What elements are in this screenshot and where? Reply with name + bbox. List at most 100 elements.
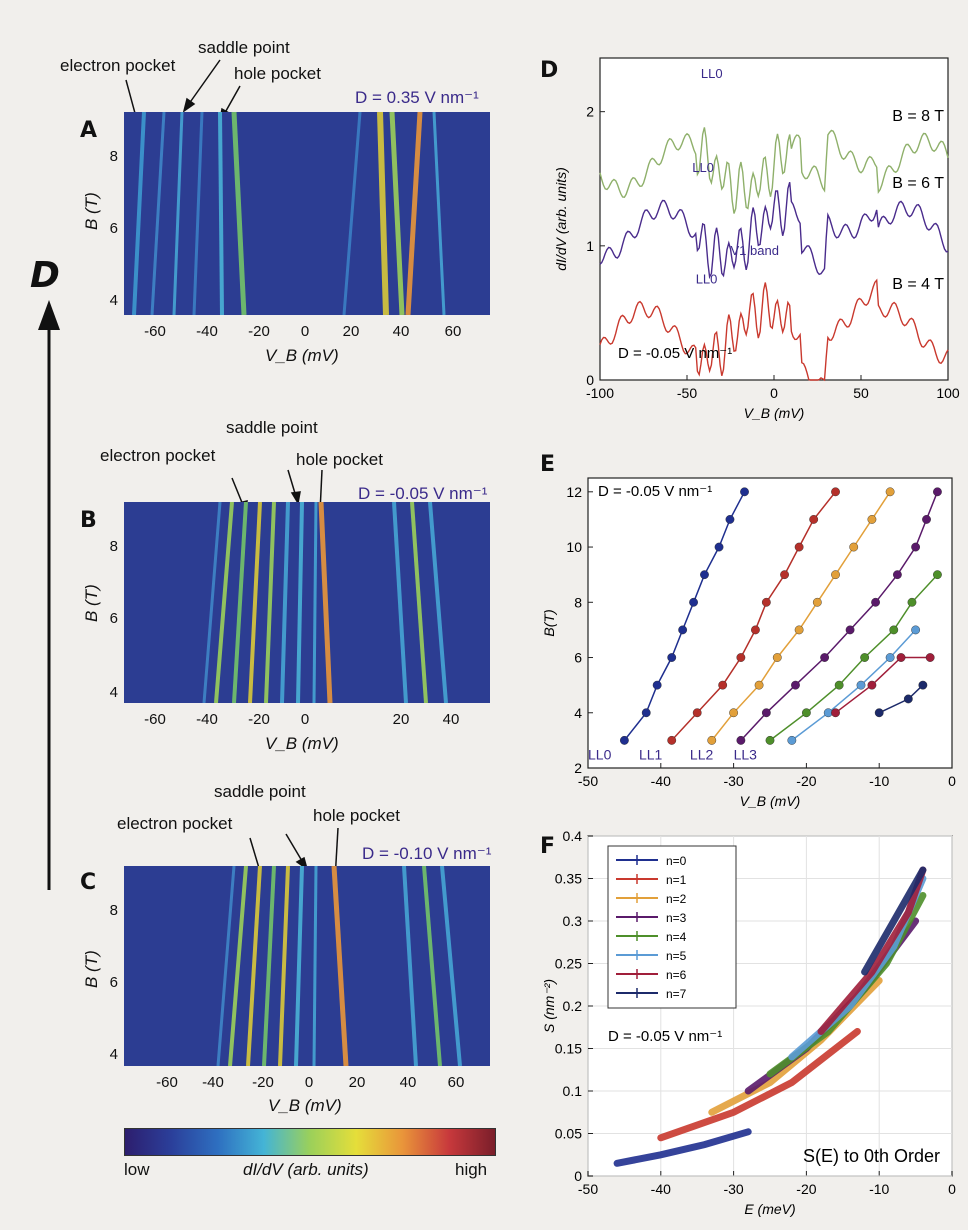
series-label-2: B = 4 T [892, 276, 944, 293]
chart-f-d-label: D = -0.05 V nm⁻¹ [608, 1028, 722, 1045]
series-label-1: B = 6 T [892, 175, 944, 192]
s-curve-1 [657, 1028, 861, 1142]
panel-b-ytick: 6 [109, 610, 118, 627]
data-point [903, 694, 913, 704]
data-point [922, 515, 931, 524]
x-tick-label: 100 [936, 385, 960, 401]
y-tick-label: 8 [574, 594, 582, 610]
panel-a-ytick: 8 [109, 148, 118, 165]
data-point [856, 680, 866, 690]
x-axis-label: E (meV) [744, 1201, 795, 1217]
panel-d-letter: D [540, 58, 559, 83]
y-tick-label: 0.25 [555, 956, 582, 972]
data-point [867, 515, 877, 524]
data-point [754, 680, 764, 690]
data-point [933, 570, 942, 580]
colorbar-low-label: low [124, 1160, 150, 1179]
panel-a-xtick: -40 [196, 323, 218, 340]
data-point [812, 597, 822, 607]
y-tick-label: 4 [574, 705, 582, 721]
data-point [794, 625, 804, 635]
data-point [652, 680, 662, 690]
plot-area [587, 477, 953, 769]
panel-a-xtick: 0 [300, 323, 310, 340]
y-tick-label: 0 [586, 372, 594, 388]
data-point [896, 653, 906, 662]
panel-b-xtick: -40 [196, 711, 218, 728]
y-tick-label: 0.15 [555, 1041, 582, 1057]
panel-b-xlabel: V_B (mV) [265, 734, 339, 753]
s-curve-0 [613, 1128, 752, 1167]
data-point [831, 487, 840, 497]
panel-b-electron-pocket-label: electron pocket [100, 446, 216, 465]
panel-a-d-label: D = 0.35 V nm⁻¹ [355, 88, 479, 107]
annotation-label: LL0 [701, 66, 723, 81]
chart-f-note: S(E) to 0th Order [803, 1146, 940, 1166]
data-point [761, 597, 771, 607]
data-point [889, 625, 899, 635]
data-point [700, 570, 709, 580]
chart-d: -100 -50 0 50 100 0 1 2 V_B (mV) dI/dV (arb. unit… [553, 57, 960, 421]
y-tick-label: 0.05 [555, 1126, 582, 1142]
legend-entry: n=0 [666, 854, 687, 868]
panel-c-xtick: -40 [202, 1074, 224, 1091]
panel-b-d-label: D = -0.05 V nm⁻¹ [358, 484, 488, 503]
panel-c-xtick: 40 [399, 1074, 417, 1091]
panel-c-xtick: 20 [348, 1074, 366, 1091]
data-point [678, 625, 688, 635]
data-point [751, 625, 760, 635]
colorbar-title: dI/dV (arb. units) [243, 1160, 369, 1179]
data-point [736, 653, 746, 662]
panel-a-electron-pocket-label: electron pocket [60, 56, 176, 75]
chart-f: -50 -40 -30 -20 -10 0 0 0.05 0.1 0.15 0.2 0.25 0.3 0.… [541, 828, 956, 1217]
x-tick-label: -30 [723, 1181, 743, 1197]
panel-b-saddle-point-label: saddle point [226, 418, 318, 437]
data-point [831, 570, 840, 580]
data-point [772, 653, 782, 662]
panel-c-d-label: D = -0.10 V nm⁻¹ [362, 844, 492, 863]
data-point [907, 597, 917, 607]
y-axis-label: dI/dV (arb. units) [553, 167, 569, 271]
data-point [714, 542, 724, 552]
data-point [736, 735, 746, 745]
panel-c-xtick: -20 [252, 1074, 274, 1091]
annotation-label: LL0 [696, 271, 718, 286]
data-point [885, 653, 895, 662]
y-tick-label: 0.3 [563, 913, 583, 929]
x-tick-label: -10 [869, 1181, 889, 1197]
data-point [892, 570, 902, 580]
y-tick-label: 0.4 [563, 828, 583, 844]
data-point [911, 625, 920, 635]
y-tick-label: 12 [566, 484, 582, 500]
panel-c-xtick: 60 [447, 1074, 465, 1091]
x-tick-label: -50 [677, 385, 697, 401]
x-tick-label: -100 [586, 385, 614, 401]
legend-entry: n=1 [666, 873, 687, 887]
x-tick-label: 50 [853, 385, 869, 401]
x-tick-label: -40 [651, 1181, 671, 1197]
ll-fit-line-1 [671, 491, 837, 741]
data-point [871, 597, 880, 607]
y-axis-label: S (nm⁻²) [541, 979, 557, 1033]
data-point [867, 680, 877, 690]
panel-a-xtick: 60 [444, 323, 462, 340]
legend-entry: n=6 [666, 968, 687, 982]
s-curve-6 [817, 866, 927, 1035]
data-point [933, 487, 942, 497]
data-point [787, 735, 797, 745]
y-tick-label: 0.2 [563, 998, 583, 1014]
data-point [918, 680, 928, 690]
data-point [845, 625, 855, 635]
chart-d-d-label: D = -0.05 V nm⁻¹ [618, 345, 732, 362]
panel-b-heatmap-image [124, 501, 490, 704]
panel-c-saddle-point-label: saddle point [214, 782, 306, 801]
data-point [809, 515, 819, 524]
data-point [761, 708, 771, 718]
panel-b-xtick: 40 [442, 711, 460, 728]
y-axis-label: B(T) [541, 609, 557, 636]
spectrum-line-2 [599, 278, 949, 382]
data-point [834, 680, 844, 690]
panel-b-xtick: 0 [300, 711, 310, 728]
data-point [791, 680, 800, 690]
data-point [849, 542, 859, 552]
